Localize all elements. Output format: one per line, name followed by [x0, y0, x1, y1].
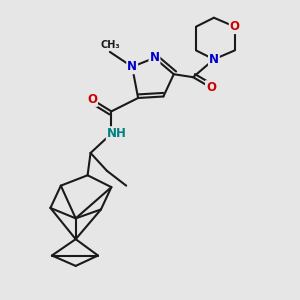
- Text: CH₃: CH₃: [100, 40, 120, 50]
- Text: N: N: [209, 53, 219, 66]
- Text: N: N: [149, 51, 160, 64]
- Text: N: N: [127, 60, 137, 73]
- Text: NH: NH: [107, 127, 127, 140]
- Text: O: O: [230, 20, 240, 33]
- Text: O: O: [206, 81, 216, 94]
- Text: O: O: [87, 93, 97, 106]
